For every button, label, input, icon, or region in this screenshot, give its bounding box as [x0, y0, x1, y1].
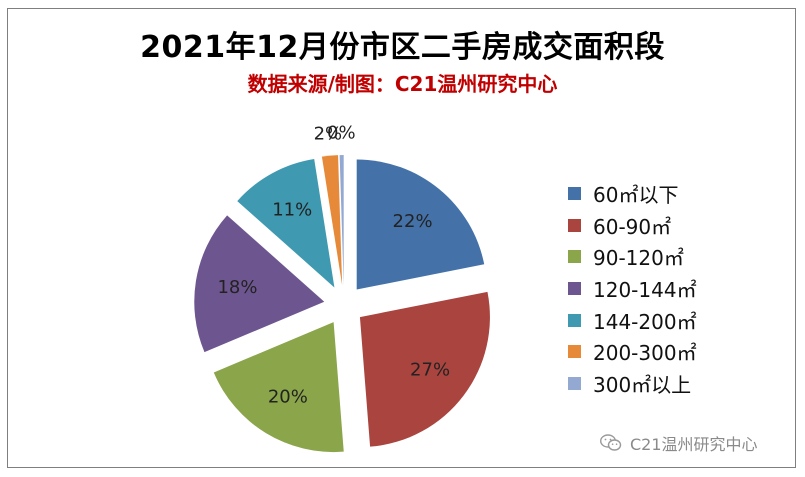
- legend-item-0: 60㎡以下: [568, 178, 697, 210]
- legend-swatch-2: [568, 250, 581, 264]
- legend-swatch-1: [568, 218, 581, 232]
- chart-subtitle: 数据来源/制图：C21温州研究中心: [247, 72, 558, 96]
- legend: 60㎡以下 60-90㎡ 90-120㎡ 120-144㎡ 144-200㎡ 200-30…: [568, 178, 697, 399]
- legend-label-5: 200-300㎡: [593, 341, 697, 366]
- watermark-text: C21温州研究中心: [630, 435, 758, 454]
- pie-slice-label-2: 20%: [268, 387, 308, 408]
- legend-swatch-0: [568, 187, 581, 201]
- legend-item-2: 90-120㎡: [568, 241, 697, 273]
- pie-slice-label-0: 22%: [393, 211, 433, 232]
- pie-slice-label-1: 27%: [410, 360, 450, 381]
- legend-swatch-3: [568, 282, 581, 296]
- pie-slice-label-4: 11%: [272, 200, 312, 221]
- legend-label-2: 90-120㎡: [593, 246, 684, 271]
- chart-title: 2021年12月份市区二手房成交面积段: [140, 30, 665, 65]
- legend-item-3: 120-144㎡: [568, 273, 697, 305]
- legend-item-6: 300㎡以上: [568, 368, 697, 400]
- watermark: C21温州研究中心: [600, 431, 758, 455]
- pie-slice-2: [213, 322, 344, 453]
- pie-slice-label-3: 18%: [217, 277, 257, 298]
- legend-label-4: 144-200㎡: [593, 309, 697, 334]
- legend-swatch-4: [568, 313, 581, 327]
- pie-slice-5: [321, 155, 343, 286]
- pie-slice-3: [194, 215, 325, 353]
- pie-slice-6: [339, 155, 344, 286]
- legend-item-5: 200-300㎡: [568, 336, 697, 368]
- legend-label-6: 300㎡以上: [593, 372, 692, 397]
- legend-label-3: 120-144㎡: [593, 278, 697, 303]
- pie-slice-4: [237, 159, 335, 288]
- wechat-icon: [600, 434, 622, 451]
- legend-item-1: 60-90㎡: [568, 210, 697, 242]
- pie-slice-label-5: 2%: [314, 123, 343, 144]
- pie-slice-1: [359, 291, 490, 447]
- legend-swatch-5: [568, 345, 581, 359]
- legend-swatch-6: [568, 376, 581, 390]
- pie-slice-0: [356, 159, 485, 290]
- legend-label-1: 60-90㎡: [593, 214, 672, 239]
- legend-label-0: 60㎡以下: [593, 183, 679, 208]
- legend-item-4: 144-200㎡: [568, 304, 697, 336]
- pie-slice-label-6: 0%: [327, 123, 356, 144]
